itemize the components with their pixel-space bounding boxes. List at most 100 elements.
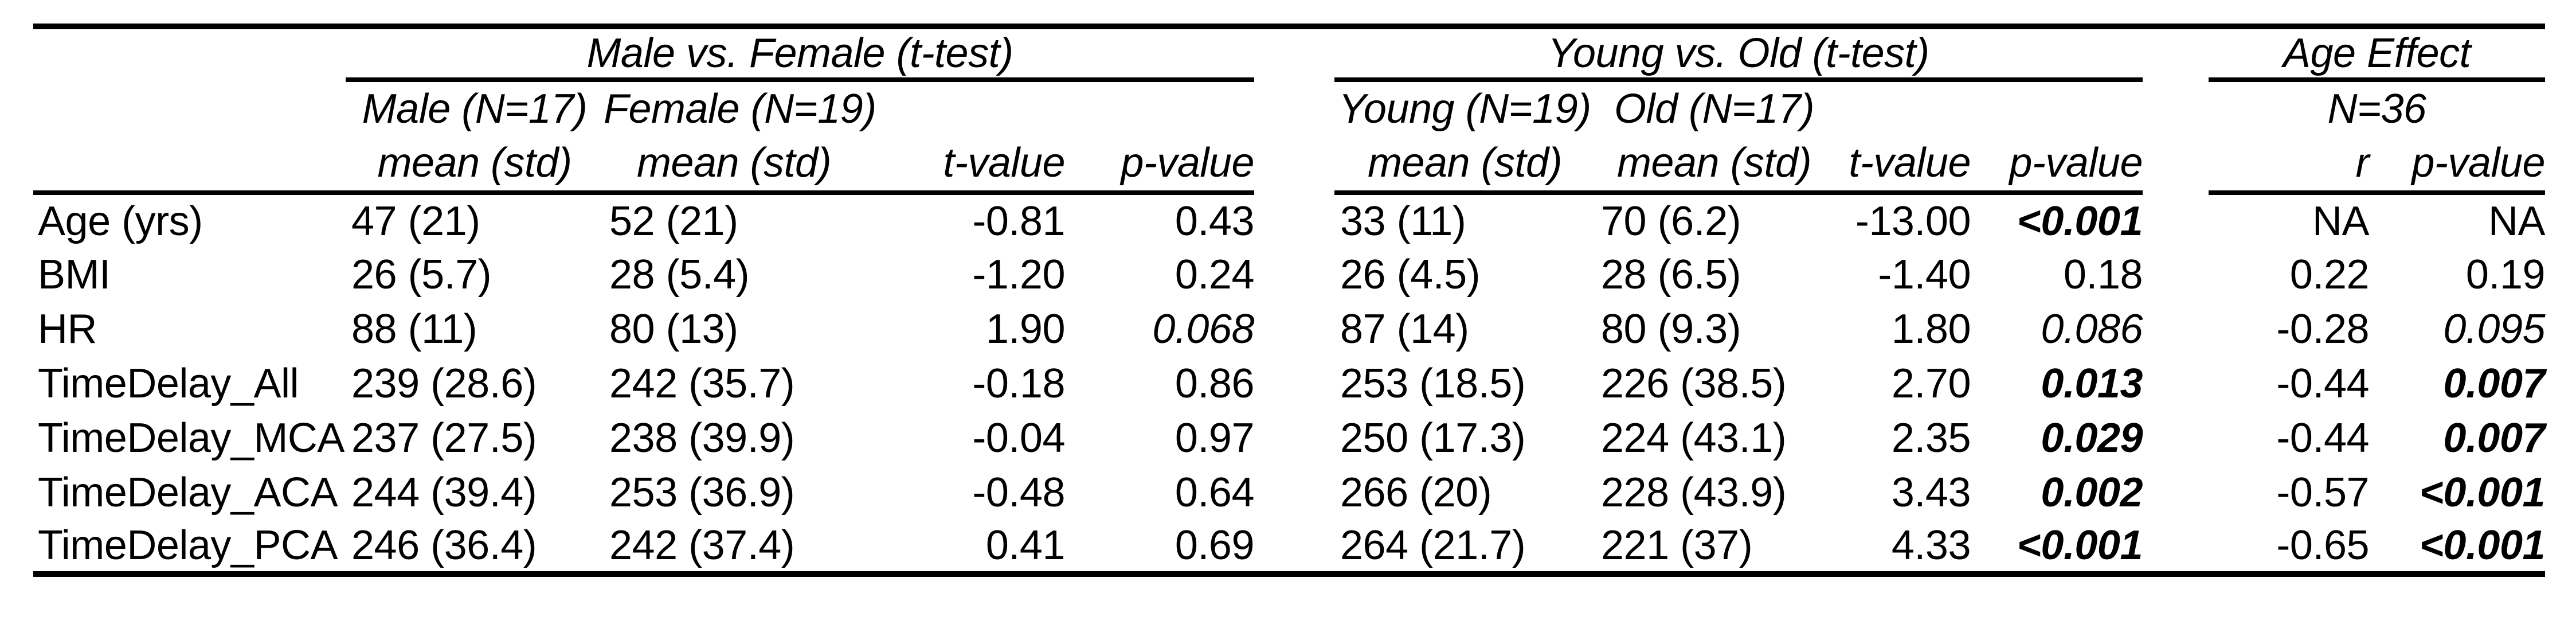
subheader-row: mean (std) mean (std) t-value p-value me… [33, 135, 2546, 195]
r-value: -0.28 [2276, 306, 2370, 352]
r-value: -0.65 [2209, 520, 2370, 577]
column-gap [2143, 247, 2209, 302]
yvo-p-value: 0.029 [2041, 415, 2143, 461]
old-mean: 228 (43.9) [1601, 469, 1787, 516]
male-mean: 244 (39.4) [351, 469, 537, 516]
mvf-t-value: 0.41 [864, 520, 1066, 577]
young-mean: 26 (4.5) [1340, 251, 1481, 298]
old-mean: 224 (43.1) [1601, 415, 1787, 461]
female-mean: 242 (35.7) [609, 360, 795, 407]
blank-cell [864, 80, 1065, 135]
column-gap [1254, 247, 1334, 302]
yvo-t-value: 2.35 [1891, 415, 1971, 461]
blank-cell [33, 135, 346, 195]
statistics-table: Male vs. Female (t-test) Young vs. Old (… [33, 24, 2546, 577]
young-column-header: Young (N=19) [1338, 85, 1591, 132]
column-gap [1254, 26, 1334, 80]
young-mean: 266 (20) [1340, 469, 1492, 516]
column-gap [1254, 135, 1334, 193]
column-gap [2143, 520, 2209, 577]
young-mean-std-header: mean (std) [1334, 135, 1596, 195]
mvf-t-value: -1.20 [972, 251, 1065, 298]
table-row-timedelay-aca: TimeDelay_ACA 244 (39.4) 253 (36.9) -0.4… [33, 465, 2546, 520]
table-row-timedelay-mca: TimeDelay_MCA 237 (27.5) 238 (39.9) -0.0… [33, 411, 2546, 465]
young-mean: 264 (21.7) [1334, 520, 1596, 577]
old-mean: 70 (6.2) [1601, 198, 1741, 244]
column-gap [1254, 302, 1334, 356]
mvf-p-value: 0.43 [1175, 198, 1255, 244]
age-effect-p-value-header: p-value [2369, 135, 2546, 195]
mvf-t-value: -0.18 [972, 360, 1065, 407]
age-effect-p-value: 0.095 [2443, 306, 2546, 352]
yvo-p-value: <0.001 [1971, 520, 2143, 577]
female-mean-std-header: mean (std) [604, 135, 864, 195]
column-gap [1254, 193, 1334, 247]
female-mean: 238 (39.9) [609, 415, 795, 461]
yvo-t-value: -1.40 [1878, 251, 1971, 298]
row-label: Age (yrs) [38, 198, 203, 244]
yvo-t-value: 1.80 [1891, 306, 1971, 352]
female-mean: 242 (37.4) [604, 520, 864, 577]
row-label: BMI [38, 251, 111, 298]
column-gap [2143, 411, 2209, 465]
age-effect-p-value: 0.19 [2465, 251, 2546, 298]
corner-blank [33, 26, 346, 80]
column-gap [2143, 465, 2209, 520]
yvo-t-value: -13.00 [1855, 198, 1971, 244]
male-column-header: Male (N=17) [362, 85, 588, 132]
column-gap [1254, 465, 1334, 520]
male-mean: 246 (36.4) [346, 520, 604, 577]
group-header-row: Male vs. Female (t-test) Young vs. Old (… [33, 26, 2546, 82]
yvo-p-value: 0.013 [2041, 360, 2143, 407]
mvf-t-value: -0.81 [972, 198, 1065, 244]
column-gap [2143, 302, 2209, 356]
table-row-age: Age (yrs) 47 (21) 52 (21) -0.81 0.43 33 … [33, 193, 2546, 247]
r-value: -0.57 [2276, 469, 2370, 516]
yvo-p-value-header: p-value [1971, 135, 2143, 195]
male-mean: 239 (28.6) [351, 360, 537, 407]
female-mean: 28 (5.4) [609, 251, 750, 298]
row-label: TimeDelay_All [38, 360, 299, 407]
table-row-timedelay-all: TimeDelay_All 239 (28.6) 242 (35.7) -0.1… [33, 356, 2546, 411]
yvo-t-value-header: t-value [1833, 135, 1971, 195]
column-gap [2143, 356, 2209, 411]
table-row-hr: HR 88 (11) 80 (13) 1.90 0.068 87 (14) 80… [33, 302, 2546, 356]
r-value: NA [2312, 198, 2370, 244]
male-mean: 237 (27.5) [351, 415, 537, 461]
table-row-bmi: BMI 26 (5.7) 28 (5.4) -1.20 0.24 26 (4.5… [33, 247, 2546, 302]
age-effect-p-value: 0.007 [2443, 415, 2546, 461]
young-mean: 253 (18.5) [1340, 360, 1526, 407]
blank-cell [1065, 80, 1254, 135]
r-header: r [2209, 135, 2370, 195]
row-label: TimeDelay_MCA [38, 415, 344, 461]
group-title-age-effect: Age Effect [2209, 26, 2546, 82]
column-gap [1254, 80, 1334, 135]
group-title-young-vs-old: Young vs. Old (t-test) [1334, 26, 2143, 82]
column-gap [2143, 26, 2209, 80]
yvo-t-value: 2.70 [1891, 360, 1971, 407]
column-gap [2143, 135, 2209, 193]
yvo-p-value: <0.001 [2017, 198, 2143, 244]
male-mean: 88 (11) [351, 306, 477, 352]
female-mean: 253 (36.9) [609, 469, 795, 516]
female-mean: 80 (13) [609, 306, 738, 352]
column-names-row: Male (N=17) Female (N=19) Young (N=19) O… [33, 80, 2545, 135]
mvf-t-value-header: t-value [864, 135, 1066, 195]
mvf-t-value: -0.04 [972, 415, 1065, 461]
age-effect-n-header: N=36 [2327, 85, 2426, 132]
column-gap [1254, 520, 1335, 577]
column-gap [1254, 356, 1334, 411]
young-mean: 33 (11) [1340, 198, 1466, 244]
table-row-timedelay-pca: TimeDelay_PCA 246 (36.4) 242 (37.4) 0.41… [33, 520, 2546, 577]
old-mean: 226 (38.5) [1601, 360, 1787, 407]
yvo-p-value: 0.002 [2041, 469, 2143, 516]
young-mean: 87 (14) [1340, 306, 1469, 352]
group-title-male-vs-female: Male vs. Female (t-test) [346, 26, 1255, 82]
row-label: HR [38, 306, 97, 352]
r-value: 0.22 [2289, 251, 2370, 298]
column-gap [2143, 80, 2209, 135]
male-mean-std-header: mean (std) [346, 135, 604, 195]
mvf-p-value: 0.86 [1175, 360, 1255, 407]
blank-cell [1971, 80, 2143, 135]
age-effect-p-value: <0.001 [2419, 469, 2546, 516]
